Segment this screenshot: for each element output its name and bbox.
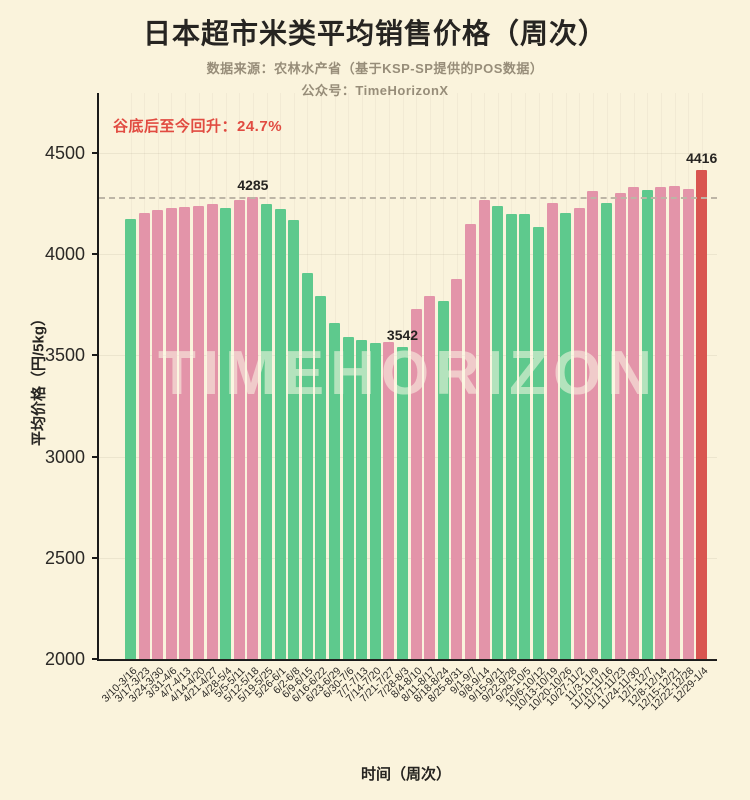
reference-dashed-line bbox=[99, 196, 717, 199]
bar-4/21-4/27 bbox=[206, 204, 218, 659]
plot-area: 2000 2500 3000 3500 4000 4500 4285 3542 4416 TI… bbox=[45, 93, 717, 713]
bar-5/12-5/18 bbox=[247, 196, 259, 659]
gridline-h bbox=[99, 355, 717, 357]
bar-11/10-11/16 bbox=[601, 203, 612, 659]
bar-8/11-8/17 bbox=[424, 296, 436, 659]
bar-6/30-7/6 bbox=[342, 336, 354, 659]
chart-subtitle-account: 公众号：TimeHorizonX bbox=[301, 83, 449, 98]
bar-12/29-1/4 bbox=[696, 170, 708, 659]
bar-7/28-8/3 bbox=[397, 346, 408, 659]
y-tick-label: 3500 bbox=[44, 345, 85, 366]
bar-5/19-5/25 bbox=[261, 203, 272, 659]
gridline-h bbox=[99, 557, 717, 559]
bar-12/15-12/21 bbox=[669, 185, 680, 659]
bar-4/28-5/4 bbox=[220, 208, 232, 659]
bar-10/20-10/26 bbox=[560, 212, 572, 659]
bar-3/17-3/23 bbox=[138, 212, 150, 659]
bar-8/25-8/31 bbox=[451, 278, 463, 659]
bar-11/24-11/30 bbox=[628, 186, 640, 659]
bar-12/22-12/28 bbox=[682, 189, 694, 659]
bar-7/14-7/20 bbox=[369, 342, 381, 659]
bar-9/8-9/14 bbox=[478, 199, 490, 659]
bar-8/18-8/24 bbox=[437, 300, 449, 659]
gridline-h bbox=[99, 659, 717, 660]
bar-6/23-6/29 bbox=[329, 323, 340, 659]
bar-5/5-5/11 bbox=[233, 199, 245, 659]
y-tick-mark bbox=[92, 354, 99, 357]
bar-3/24-3/30 bbox=[152, 210, 164, 659]
gridline-h bbox=[99, 153, 717, 154]
bar-10/6-10/12 bbox=[533, 227, 544, 659]
bar-6/9-6/15 bbox=[301, 272, 313, 659]
y-axis-title: 平均价格（円/5kg） bbox=[30, 311, 48, 447]
y-tick-mark bbox=[92, 658, 99, 660]
bar-9/1-9/7 bbox=[465, 224, 476, 659]
bar-9/29-10/5 bbox=[519, 214, 531, 659]
gridline-h bbox=[99, 254, 717, 256]
bar-7/21-7/27 bbox=[383, 341, 395, 659]
bar-value-label: 3542 bbox=[386, 326, 419, 343]
chart-title: 日本超市米类平均销售价格（周次） bbox=[142, 18, 607, 49]
y-tick-label: 3000 bbox=[44, 446, 85, 467]
y-tick-mark bbox=[92, 152, 99, 154]
bar-5/26-6/1 bbox=[274, 209, 286, 659]
y-tick-label: 2000 bbox=[44, 649, 85, 669]
bar-8/4-8/10 bbox=[410, 309, 422, 659]
bar-4/14-4/20 bbox=[193, 206, 204, 659]
bar-10/27-11/2 bbox=[573, 207, 585, 659]
bar-12/1-12/7 bbox=[641, 190, 653, 659]
bar-12/8-12/14 bbox=[655, 187, 667, 659]
y-tick-mark bbox=[92, 253, 99, 256]
x-axis-labels: 3/10-3/16 3/17-3/23 3/24-3/30 3/31-4/6 4/7-4… bbox=[99, 659, 717, 749]
y-tick-mark bbox=[92, 455, 99, 458]
bar-3/10-3/16 bbox=[125, 218, 136, 659]
recovery-annotation: 谷底后至今回升：24.7% bbox=[113, 118, 283, 135]
bar-7/7-7/13 bbox=[356, 340, 368, 659]
x-axis-title: 时间（周次） bbox=[360, 766, 451, 783]
gridline-h bbox=[99, 456, 717, 458]
bar-9/15-9/21 bbox=[492, 206, 504, 659]
bar-10/13-10/19 bbox=[546, 202, 558, 659]
y-tick-label: 2500 bbox=[44, 547, 85, 568]
bar-11/17-11/23 bbox=[614, 192, 626, 659]
bar-9/22-9/28 bbox=[505, 213, 517, 659]
bar-4/7-4/13 bbox=[179, 207, 191, 659]
bar-11/3-11/9 bbox=[587, 191, 599, 659]
bar-value-label: 4285 bbox=[237, 176, 269, 193]
y-tick-label: 4500 bbox=[44, 143, 85, 163]
bar-6/2-6/8 bbox=[288, 219, 300, 659]
y-tick-mark bbox=[92, 556, 99, 559]
bar-6/16-6/22 bbox=[315, 296, 327, 659]
bar-3/31-4/6 bbox=[165, 208, 177, 659]
chart-subtitle-source: 数据来源：农林水产省（基于KSP-SP提供的POS数据） bbox=[206, 61, 544, 76]
bar-value-label: 4416 bbox=[686, 150, 718, 166]
y-tick-label: 4000 bbox=[44, 244, 85, 265]
